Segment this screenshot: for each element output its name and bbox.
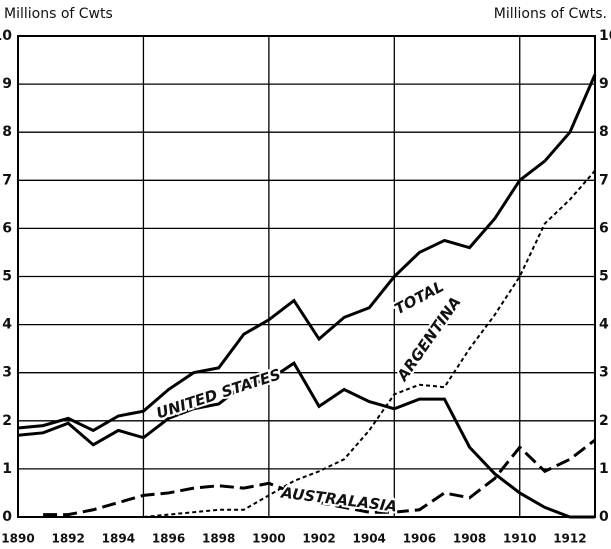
y2-tick-label: 6 — [599, 220, 609, 236]
x-tick-label: 1906 — [403, 532, 436, 546]
series-line — [43, 438, 596, 517]
y-tick-label: 9 — [2, 76, 12, 92]
series-line — [17, 73, 597, 433]
series-label: AUSTRALASIA — [279, 484, 398, 516]
series-line — [17, 360, 595, 519]
y-tick-label: 5 — [2, 269, 12, 285]
y-tick-label: 7 — [2, 172, 12, 188]
y-tick-label: 0 — [2, 509, 12, 525]
x-tick-label: 1904 — [353, 532, 386, 546]
x-tick-label: 1908 — [453, 532, 486, 546]
y2-tick-label: 8 — [599, 124, 609, 140]
x-tick-label: 1912 — [553, 532, 586, 546]
y2-tick-label: 9 — [599, 76, 609, 92]
y-tick-label: 2 — [2, 413, 12, 429]
y2-tick-label: 2 — [599, 413, 609, 429]
y2-tick-label: 4 — [599, 317, 609, 333]
x-tick-label: 1896 — [152, 532, 185, 546]
y-tick-label: 8 — [2, 124, 12, 140]
y-tick-label: 3 — [2, 365, 12, 381]
x-tick-label: 1892 — [51, 532, 84, 546]
y2-tick-label: 5 — [599, 269, 609, 285]
series-line — [143, 170, 596, 518]
y2-tick-label: 1 — [599, 461, 609, 477]
y-tick-label: 6 — [2, 220, 12, 236]
series-label: UNITED STATES — [154, 365, 283, 422]
y-tick-label: 1 — [2, 461, 12, 477]
y2-axis-label: Millions of Cwts. — [494, 6, 607, 22]
y2-tick-label: 10 — [599, 28, 611, 44]
y2-tick-label: 0 — [599, 509, 609, 525]
x-tick-label: 1910 — [503, 532, 536, 546]
x-tick-label: 1902 — [302, 532, 335, 546]
y-tick-label: 10 — [0, 28, 12, 44]
y2-tick-label: 3 — [599, 365, 609, 381]
x-tick-label: 1894 — [102, 532, 135, 546]
x-tick-label: 1890 — [1, 532, 34, 546]
y2-tick-label: 7 — [599, 172, 609, 188]
y-tick-label: 4 — [2, 317, 12, 333]
x-tick-label: 1898 — [202, 532, 235, 546]
y-axis-label: Millions of Cwts — [4, 6, 113, 22]
x-tick-label: 1900 — [252, 532, 285, 546]
